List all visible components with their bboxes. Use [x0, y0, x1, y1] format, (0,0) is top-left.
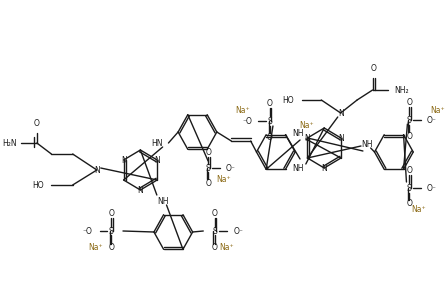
Text: O: O — [205, 147, 211, 156]
Text: N: N — [121, 156, 127, 164]
Text: NH₂: NH₂ — [394, 85, 409, 95]
Text: HN: HN — [151, 139, 163, 147]
Text: O: O — [212, 243, 218, 252]
Text: S: S — [109, 227, 114, 235]
Text: Na⁺: Na⁺ — [412, 206, 426, 214]
Text: O: O — [371, 64, 376, 73]
Text: HO: HO — [32, 181, 44, 189]
Text: Na⁺: Na⁺ — [89, 243, 103, 252]
Text: S: S — [268, 116, 272, 126]
Text: ⁻O: ⁻O — [243, 116, 253, 126]
Text: N: N — [138, 185, 143, 195]
Text: O: O — [205, 179, 211, 187]
Text: H₂N: H₂N — [2, 139, 17, 147]
Text: HO: HO — [283, 95, 294, 105]
Text: NH: NH — [157, 197, 169, 206]
Text: N: N — [338, 108, 344, 118]
Text: Na⁺: Na⁺ — [236, 105, 250, 114]
Text: O⁻: O⁻ — [427, 116, 437, 124]
Text: Na⁺: Na⁺ — [299, 120, 314, 130]
Text: S: S — [212, 227, 217, 235]
Text: O: O — [109, 243, 114, 252]
Text: S: S — [407, 116, 412, 124]
Text: N: N — [338, 133, 344, 143]
Text: S: S — [206, 164, 211, 172]
Text: O: O — [406, 131, 412, 141]
Text: NH: NH — [292, 164, 304, 172]
Text: S: S — [407, 183, 412, 193]
Text: O⁻: O⁻ — [427, 183, 437, 193]
Text: O: O — [212, 210, 218, 218]
Text: ⁻O: ⁻O — [82, 227, 92, 235]
Text: NH: NH — [292, 128, 304, 137]
Text: O: O — [406, 97, 412, 106]
Text: O: O — [267, 133, 273, 141]
Text: O: O — [267, 99, 273, 108]
Text: O: O — [109, 210, 114, 218]
Text: Na⁺: Na⁺ — [219, 243, 234, 252]
Text: Na⁺: Na⁺ — [430, 105, 445, 114]
Text: N: N — [154, 156, 160, 164]
Text: N: N — [321, 164, 327, 172]
Text: O: O — [34, 119, 40, 128]
Text: O: O — [406, 166, 412, 174]
Text: NH: NH — [361, 139, 372, 149]
Text: O⁻: O⁻ — [233, 227, 243, 235]
Text: N: N — [304, 133, 310, 143]
Text: O⁻: O⁻ — [226, 164, 236, 172]
Text: N: N — [94, 166, 100, 174]
Text: O: O — [406, 199, 412, 208]
Text: Na⁺: Na⁺ — [216, 174, 231, 183]
